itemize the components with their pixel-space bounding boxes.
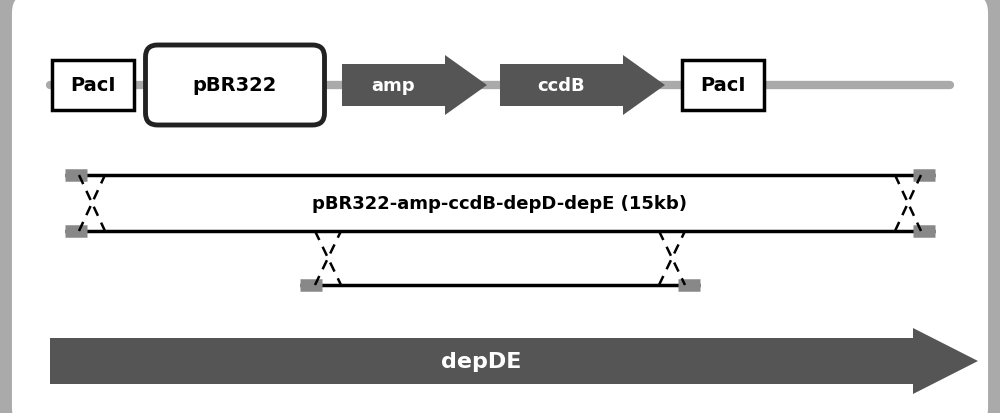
Polygon shape	[500, 56, 665, 116]
Text: PacI: PacI	[70, 76, 116, 95]
FancyBboxPatch shape	[682, 61, 764, 111]
Text: pBR322-amp-ccdB-depD-depE (15kb): pBR322-amp-ccdB-depD-depE (15kb)	[312, 195, 688, 212]
Polygon shape	[50, 328, 978, 394]
FancyBboxPatch shape	[5, 0, 995, 413]
Text: pBR322: pBR322	[193, 76, 277, 95]
Text: ccdB: ccdB	[538, 77, 585, 95]
Text: PacI: PacI	[700, 76, 746, 95]
Text: amp: amp	[372, 77, 415, 95]
FancyBboxPatch shape	[52, 61, 134, 111]
Polygon shape	[342, 56, 487, 116]
Text: depDE: depDE	[441, 351, 522, 371]
FancyBboxPatch shape	[146, 46, 324, 126]
